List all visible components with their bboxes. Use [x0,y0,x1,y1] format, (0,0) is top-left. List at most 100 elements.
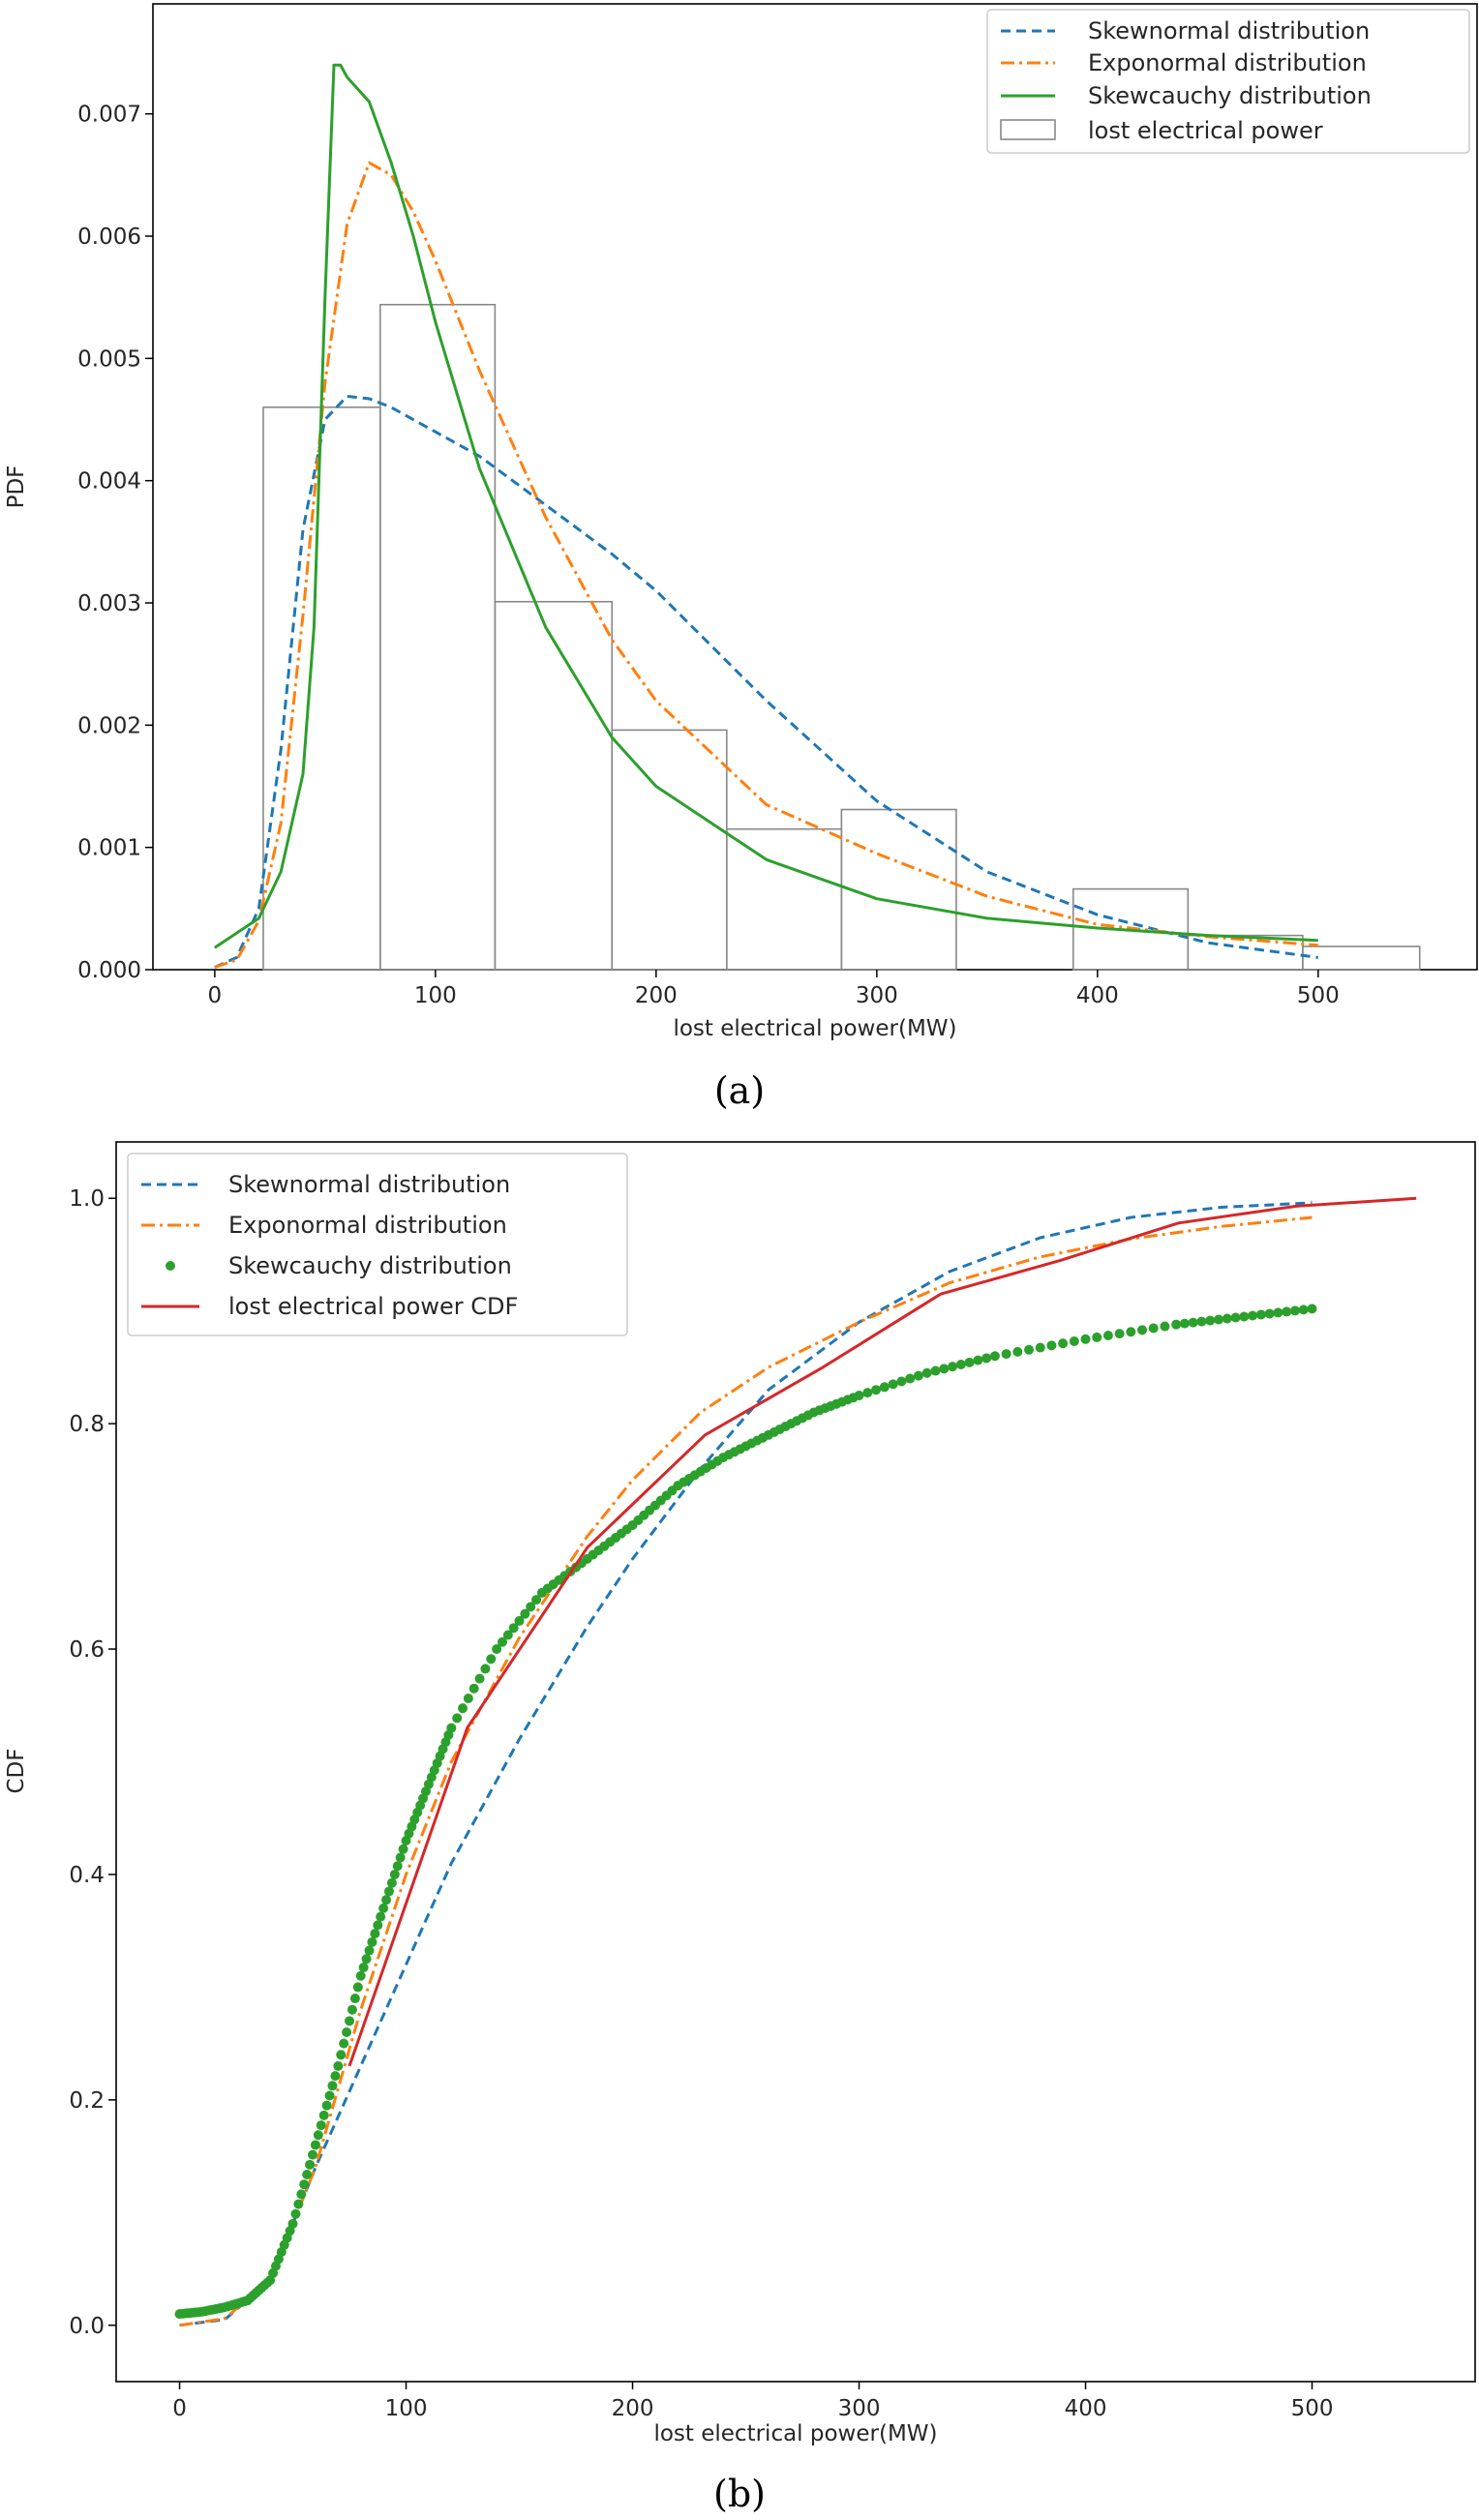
y-tick-label: 0.6 [69,1637,105,1663]
series-marker-skewcauchy-distribution [458,1703,468,1714]
series-marker-skewcauchy-distribution [531,1595,542,1605]
series-marker-skewcauchy-distribution [378,1903,389,1913]
series-marker-skewcauchy-distribution [1196,1316,1207,1327]
series-marker-skewcauchy-distribution [871,1385,882,1395]
series-marker-skewcauchy-distribution [1255,1309,1266,1320]
legend-label-skewcauchy-b: Skewcauchy distribution [228,1252,512,1279]
y-tick-label: 0.006 [77,225,141,250]
series-marker-skewcauchy-distribution [339,2038,349,2049]
series-marker-skewcauchy-distribution [305,2159,316,2170]
series-marker-skewcauchy-distribution [463,1693,473,1703]
series-marker-skewcauchy-distribution [1024,1344,1035,1355]
y-tick-label: 0.004 [77,469,141,495]
series-marker-skewcauchy-distribution [345,2016,355,2026]
panel-b-legend: Skewnormal distribution Exponormal distr… [127,1153,628,1336]
series-marker-skewcauchy-distribution [1239,1311,1250,1322]
series-marker-skewcauchy-distribution [307,2149,317,2160]
x-tick-label: 100 [414,983,457,1008]
y-tick-label: 0.000 [77,958,141,983]
series-marker-skewcauchy-distribution [1137,1325,1148,1335]
panel-b-cdf-chart: 0 100 200 300 400 500 0.0 0.2 0.4 0.6 0.8 1.0 lost… [4,1141,1476,2515]
series-marker-skewcauchy-distribution [939,1364,950,1374]
panel-a-legend: Skewnormal distribution Exponormal distr… [986,9,1470,154]
series-marker-skewcauchy-distribution [313,2130,323,2141]
series-marker-skewcauchy-distribution [486,1654,497,1665]
series-marker-skewcauchy-distribution [1001,1349,1011,1360]
series-marker-skewcauchy-distribution [1179,1318,1190,1329]
series-marker-skewcauchy-distribution [973,1355,983,1365]
series-marker-skewcauchy-distribution [1171,1319,1182,1330]
panel-a-y-axis: 0.000 0.001 0.002 0.003 0.004 0.005 0.006 0.007 [77,103,153,983]
series-marker-skewcauchy-distribution [1264,1308,1275,1319]
series-line-exponormal-distribution [214,161,1318,969]
x-tick-label: 500 [1297,983,1340,1008]
series-marker-skewcauchy-distribution [964,1357,975,1367]
series-marker-skewcauchy-distribution [342,2026,352,2037]
x-tick-label: 500 [1291,2396,1334,2421]
series-marker-skewcauchy-distribution [324,2090,335,2101]
y-tick-label: 0.001 [77,836,141,861]
y-tick-label: 0.8 [69,1412,105,1437]
x-tick-label: 300 [856,983,898,1008]
series-line-lost-electrical-power-cdf [347,1196,1417,2067]
x-tick-label: 400 [1076,983,1119,1008]
series-marker-skewcauchy-distribution [508,1623,519,1634]
series-marker-skewcauchy-distribution [361,1954,372,1965]
series-marker-skewcauchy-distribution [468,1683,479,1694]
series-marker-skewcauchy-distribution [492,1644,502,1655]
series-marker-skewcauchy-distribution [383,1886,394,1897]
legend-label-empirical-cdf-b: lost electrical power CDF [228,1293,518,1320]
series-marker-skewcauchy-distribution [1205,1315,1216,1326]
series-marker-skewcauchy-distribution [948,1362,958,1372]
panel-a-y-axis-label: PDF [4,465,29,509]
y-tick-label: 0.2 [69,2088,105,2114]
series-marker-skewcauchy-distribution [896,1376,907,1387]
series-marker-skewcauchy-distribution [879,1382,890,1393]
y-tick-label: 0.0 [69,2314,105,2339]
series-marker-skewcauchy-distribution [349,1994,360,2004]
series-marker-skewcauchy-distribution [497,1636,507,1647]
y-tick-label: 0.4 [69,1863,105,1888]
series-marker-skewcauchy-distribution [913,1370,923,1381]
legend-marker-skewcauchy-b [166,1261,175,1271]
series-marker-skewcauchy-distribution [1298,1305,1309,1315]
series-marker-skewcauchy-distribution [336,2050,347,2060]
panel-b-plot-frame [115,1141,1476,2383]
series-marker-skewcauchy-distribution [520,1608,530,1619]
y-tick-label: 1.0 [69,1186,105,1212]
series-marker-skewcauchy-distribution [1222,1313,1232,1324]
series-marker-skewcauchy-distribution [290,2208,301,2219]
legend-label-skewnormal: Skewnormal distribution [1088,17,1370,45]
series-marker-skewcauchy-distribution [1058,1338,1069,1349]
series-marker-skewcauchy-distribution [302,2170,313,2180]
series-marker-skewcauchy-distribution [310,2140,320,2150]
legend-label-exponormal-b: Exponormal distribution [228,1212,507,1239]
series-marker-skewcauchy-distribution [1148,1323,1159,1334]
series-marker-skewcauchy-distribution [296,2189,307,2200]
series-marker-skewcauchy-distribution [905,1373,916,1384]
legend-label-exponormal: Exponormal distribution [1088,49,1367,76]
panel-a-x-axis-label: lost electrical power(MW) [673,1016,956,1041]
series-marker-skewcauchy-distribution [355,1970,366,1981]
series-marker-skewcauchy-distribution [921,1367,932,1378]
panel-b-caption: (b) [713,2473,766,2515]
series-marker-skewcauchy-distribution [330,2071,341,2082]
x-tick-label: 100 [385,2396,428,2421]
x-tick-label: 0 [172,2396,187,2421]
x-tick-label: 200 [612,2396,654,2421]
series-marker-skewcauchy-distribution [1273,1307,1283,1318]
x-tick-label: 200 [635,983,678,1008]
panel-b-curves [174,1196,1417,2327]
legend-label-skewnormal-b: Skewnormal distribution [228,1171,510,1198]
series-marker-skewcauchy-distribution [358,1963,369,1973]
series-marker-skewcauchy-distribution [347,2004,357,2015]
y-tick-label: 0.005 [77,346,141,372]
series-marker-skewcauchy-distribution [1046,1340,1057,1351]
series-marker-skewcauchy-distribution [1102,1331,1113,1341]
legend-label-skewcauchy: Skewcauchy distribution [1088,82,1372,109]
legend-patch-histogram [1000,119,1056,140]
panel-b-x-axis-label: lost electrical power(MW) [653,2421,937,2446]
panel-b-y-axis-label: CDF [4,1749,29,1794]
series-marker-skewcauchy-distribution [989,1351,1000,1362]
